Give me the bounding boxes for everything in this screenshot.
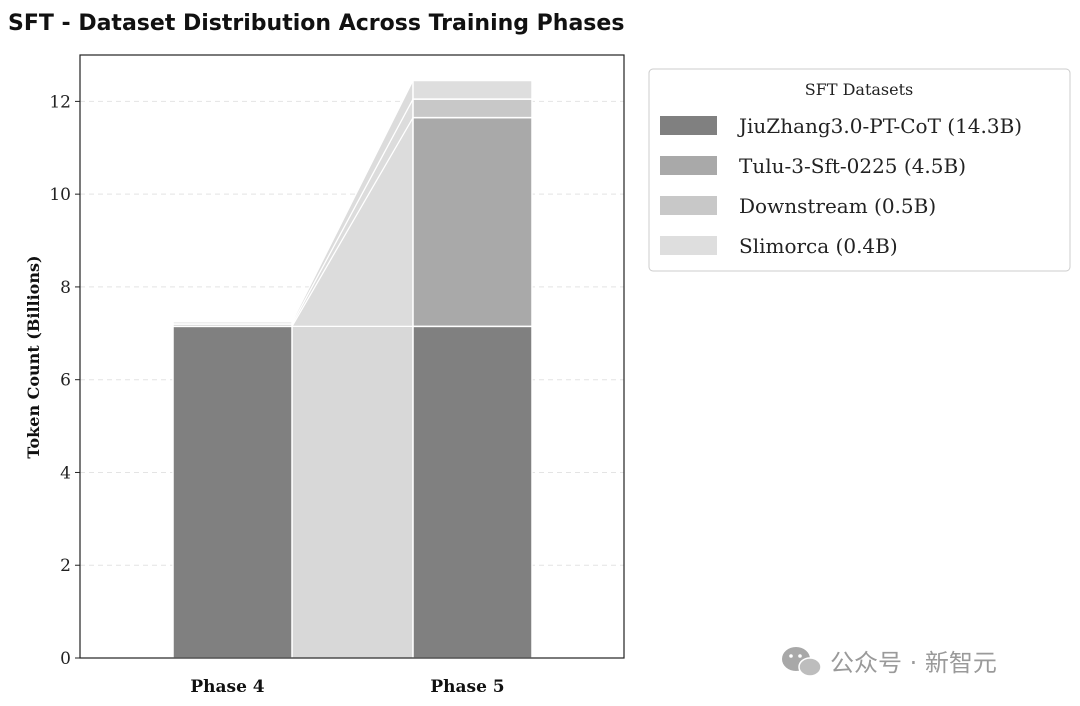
watermark: 公众号 · 新智元 bbox=[782, 647, 997, 677]
legend-swatch bbox=[660, 156, 717, 175]
bar-segment bbox=[412, 79, 533, 100]
flow-1 bbox=[291, 325, 414, 659]
y-tick-label: 10 bbox=[49, 185, 71, 205]
legend-label: Downstream (0.5B) bbox=[739, 194, 936, 218]
bar-segment bbox=[172, 325, 293, 659]
y-tick-label: 2 bbox=[60, 556, 71, 576]
y-tick-label: 6 bbox=[60, 371, 71, 391]
phase-transition-flows bbox=[290, 80, 414, 659]
bars-group bbox=[172, 79, 533, 659]
legend: SFT Datasets JiuZhang3.0-PT-CoT (14.3B) T… bbox=[648, 68, 1071, 272]
bar-segment bbox=[412, 116, 533, 328]
y-axis-label: Token Count (Billions) bbox=[24, 255, 43, 458]
y-tick-label: 8 bbox=[60, 278, 71, 298]
y-tick-label: 12 bbox=[49, 92, 71, 112]
legend-swatch bbox=[660, 116, 717, 135]
legend-label: JiuZhang3.0-PT-CoT (14.3B) bbox=[737, 114, 1022, 138]
x-axis-ticks: Phase 4 Phase 5 bbox=[190, 677, 504, 697]
legend-label: Tulu-3-Sft-0225 (4.5B) bbox=[739, 154, 966, 178]
y-tick-label: 0 bbox=[60, 649, 71, 669]
legend-box bbox=[648, 68, 1071, 272]
chart-title: SFT - Dataset Distribution Across Traini… bbox=[8, 11, 624, 36]
bar-segment bbox=[172, 320, 293, 325]
y-tick-label: 4 bbox=[60, 463, 71, 483]
x-tick-label: Phase 5 bbox=[430, 677, 504, 697]
y-axis-ticks: 0 2 4 6 8 10 12 bbox=[49, 92, 80, 669]
bar-segment bbox=[412, 325, 533, 659]
legend-title: SFT Datasets bbox=[805, 80, 913, 99]
x-tick-label: Phase 4 bbox=[190, 677, 264, 697]
legend-swatch bbox=[660, 196, 717, 215]
wechat-icon bbox=[782, 647, 822, 677]
bar-segment bbox=[412, 98, 533, 119]
plot-frame bbox=[79, 54, 625, 659]
legend-label: Slimorca (0.4B) bbox=[739, 234, 898, 258]
watermark-text: 公众号 · 新智元 bbox=[830, 649, 997, 677]
legend-swatch bbox=[660, 236, 717, 255]
